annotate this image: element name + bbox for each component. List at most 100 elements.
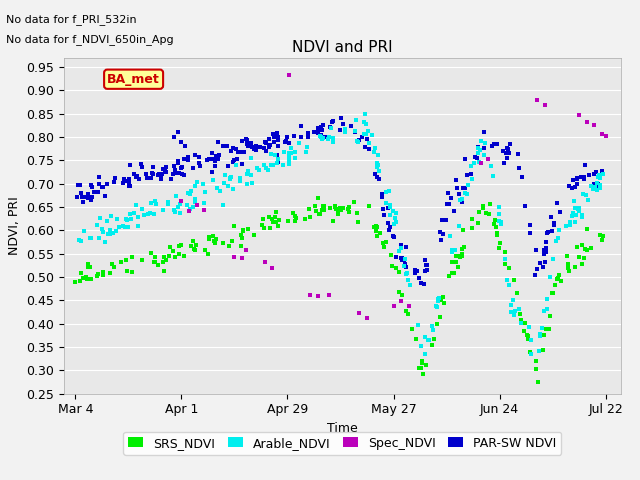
Arable_NDVI	[476, 138, 486, 145]
SRS_NDVI	[79, 274, 89, 282]
Arable_NDVI	[420, 350, 431, 358]
PAR-SW NDVI	[465, 170, 476, 178]
PAR-SW NDVI	[579, 175, 589, 183]
Spec_NDVI	[355, 309, 365, 317]
PAR-SW NDVI	[261, 147, 271, 155]
Arable_NDVI	[328, 134, 339, 142]
SRS_NDVI	[121, 256, 131, 264]
Arable_NDVI	[163, 198, 173, 206]
PAR-SW NDVI	[271, 130, 282, 137]
PAR-SW NDVI	[90, 188, 100, 196]
PAR-SW NDVI	[273, 136, 283, 144]
SRS_NDVI	[563, 261, 573, 268]
Arable_NDVI	[126, 216, 136, 223]
Arable_NDVI	[433, 295, 443, 302]
Arable_NDVI	[581, 192, 591, 199]
PAR-SW NDVI	[179, 155, 189, 163]
PAR-SW NDVI	[236, 137, 246, 145]
PAR-SW NDVI	[488, 140, 499, 148]
Arable_NDVI	[169, 206, 179, 214]
Arable_NDVI	[284, 160, 294, 168]
SRS_NDVI	[311, 207, 321, 215]
SRS_NDVI	[271, 218, 281, 226]
SRS_NDVI	[319, 202, 330, 210]
SRS_NDVI	[259, 224, 269, 232]
PAR-SW NDVI	[209, 156, 219, 163]
PAR-SW NDVI	[336, 114, 346, 122]
Spec_NDVI	[229, 253, 239, 261]
SRS_NDVI	[580, 245, 590, 253]
PAR-SW NDVI	[250, 146, 260, 154]
SRS_NDVI	[541, 325, 552, 333]
Arable_NDVI	[399, 263, 409, 270]
PAR-SW NDVI	[446, 194, 456, 202]
Arable_NDVI	[351, 116, 361, 124]
SRS_NDVI	[438, 293, 448, 301]
PAR-SW NDVI	[530, 272, 540, 279]
PAR-SW NDVI	[410, 266, 420, 274]
Arable_NDVI	[291, 148, 301, 156]
Arable_NDVI	[506, 308, 516, 316]
Arable_NDVI	[479, 151, 489, 159]
PAR-SW NDVI	[260, 138, 270, 146]
SRS_NDVI	[371, 227, 381, 235]
SRS_NDVI	[70, 278, 81, 286]
PAR-SW NDVI	[549, 221, 559, 228]
SRS_NDVI	[310, 202, 320, 209]
PAR-SW NDVI	[458, 185, 468, 192]
Arable_NDVI	[137, 205, 147, 213]
Arable_NDVI	[554, 226, 564, 234]
Arable_NDVI	[385, 204, 395, 211]
PAR-SW NDVI	[387, 232, 397, 240]
SRS_NDVI	[264, 213, 274, 221]
PAR-SW NDVI	[209, 163, 220, 170]
Spec_NDVI	[176, 197, 186, 205]
Arable_NDVI	[246, 154, 256, 162]
Arable_NDVI	[524, 323, 534, 331]
SRS_NDVI	[474, 208, 484, 216]
PAR-SW NDVI	[237, 160, 247, 168]
SRS_NDVI	[582, 225, 592, 233]
Arable_NDVI	[98, 228, 108, 235]
PAR-SW NDVI	[317, 121, 328, 129]
Arable_NDVI	[133, 222, 143, 230]
Arable_NDVI	[269, 152, 280, 159]
Arable_NDVI	[198, 199, 209, 207]
Arable_NDVI	[593, 173, 603, 180]
Arable_NDVI	[252, 165, 262, 172]
Text: BA_met: BA_met	[108, 73, 160, 86]
Arable_NDVI	[401, 269, 412, 277]
Arable_NDVI	[541, 295, 552, 303]
PAR-SW NDVI	[316, 124, 326, 132]
SRS_NDVI	[228, 223, 239, 230]
SRS_NDVI	[86, 275, 96, 283]
Arable_NDVI	[396, 244, 406, 252]
PAR-SW NDVI	[260, 140, 271, 147]
PAR-SW NDVI	[132, 172, 142, 180]
PAR-SW NDVI	[503, 145, 513, 153]
PAR-SW NDVI	[588, 180, 598, 188]
Arable_NDVI	[133, 213, 143, 220]
SRS_NDVI	[451, 258, 461, 266]
SRS_NDVI	[83, 264, 93, 271]
PAR-SW NDVI	[195, 162, 205, 170]
Arable_NDVI	[488, 172, 499, 180]
Arable_NDVI	[394, 247, 404, 254]
SRS_NDVI	[209, 239, 220, 247]
Arable_NDVI	[486, 162, 496, 169]
PAR-SW NDVI	[502, 155, 512, 162]
PAR-SW NDVI	[479, 144, 489, 152]
Arable_NDVI	[390, 209, 401, 216]
PAR-SW NDVI	[552, 199, 563, 207]
SRS_NDVI	[495, 240, 505, 247]
PAR-SW NDVI	[131, 174, 141, 181]
Arable_NDVI	[189, 195, 200, 203]
PAR-SW NDVI	[401, 263, 411, 271]
Arable_NDVI	[367, 131, 378, 138]
Arable_NDVI	[150, 197, 161, 204]
PAR-SW NDVI	[470, 154, 480, 161]
Text: No data for f_NDVI_650in_Apg: No data for f_NDVI_650in_Apg	[6, 34, 174, 45]
X-axis label: Time: Time	[327, 422, 358, 435]
SRS_NDVI	[372, 224, 382, 231]
PAR-SW NDVI	[401, 243, 412, 251]
